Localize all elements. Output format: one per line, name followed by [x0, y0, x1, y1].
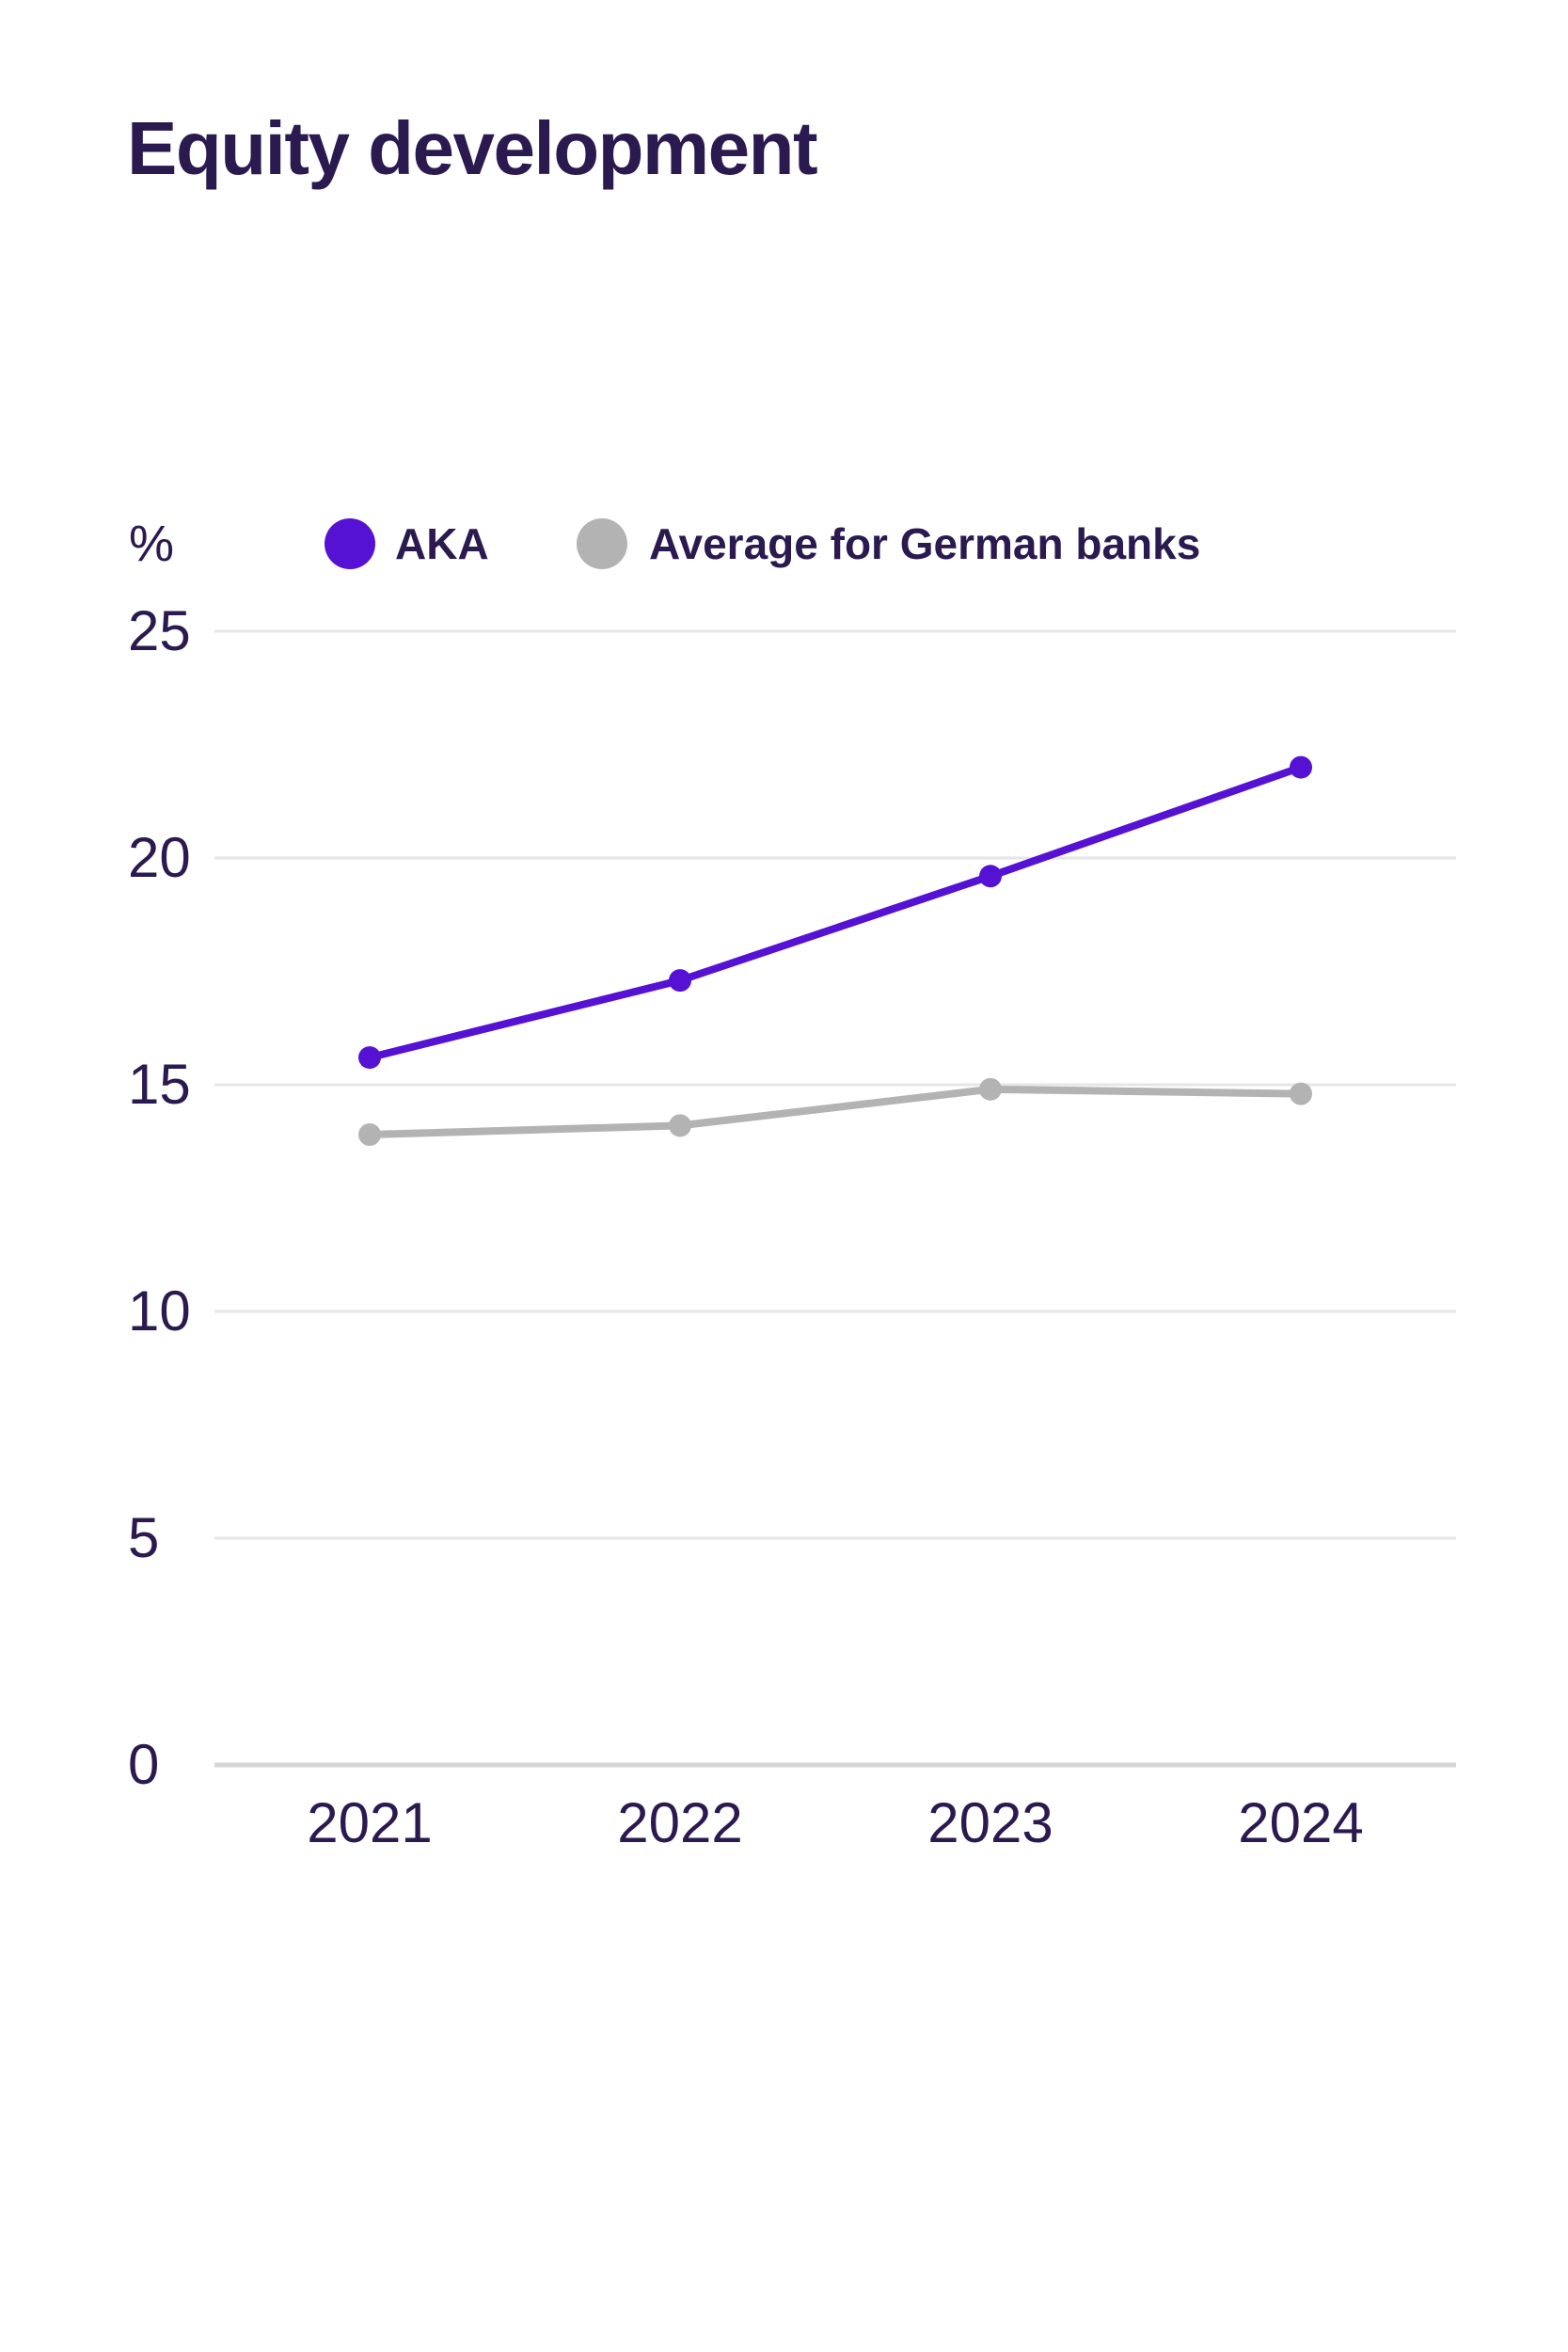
y-tick-label-0: 0: [128, 1733, 160, 1796]
average-point-2024: [1290, 1082, 1312, 1105]
aka-point-2023: [979, 865, 1002, 888]
y-tick-label-25: 25: [128, 599, 191, 662]
chart-title: Equity development: [127, 106, 818, 190]
x-tick-label-2024: 2024: [1238, 1791, 1364, 1854]
x-tick-label-2023: 2023: [927, 1791, 1053, 1854]
y-tick-label-15: 15: [128, 1053, 191, 1116]
aka-point-2022: [669, 969, 691, 993]
aka-point-2021: [358, 1046, 381, 1070]
x-tick-label-2022: 2022: [617, 1791, 743, 1854]
average-point-2023: [979, 1077, 1002, 1101]
y-tick-label-5: 5: [128, 1506, 160, 1569]
x-tick-label-2021: 2021: [307, 1791, 433, 1854]
aka-line: [366, 763, 1305, 1062]
legend-label-aka: AKA: [395, 519, 489, 568]
legend-swatch-aka: [325, 518, 375, 569]
y-tick-label-10: 10: [128, 1279, 191, 1343]
legend-label-average: Average for German banks: [649, 519, 1201, 568]
y-tick-label-20: 20: [128, 826, 191, 889]
average-point-2021: [358, 1123, 381, 1147]
legend-swatch-average: [577, 518, 627, 569]
average-point-2022: [669, 1114, 691, 1137]
aka-point-2024: [1290, 755, 1312, 779]
average-line: [366, 1085, 1305, 1139]
y-axis-unit-label: %: [129, 516, 175, 572]
